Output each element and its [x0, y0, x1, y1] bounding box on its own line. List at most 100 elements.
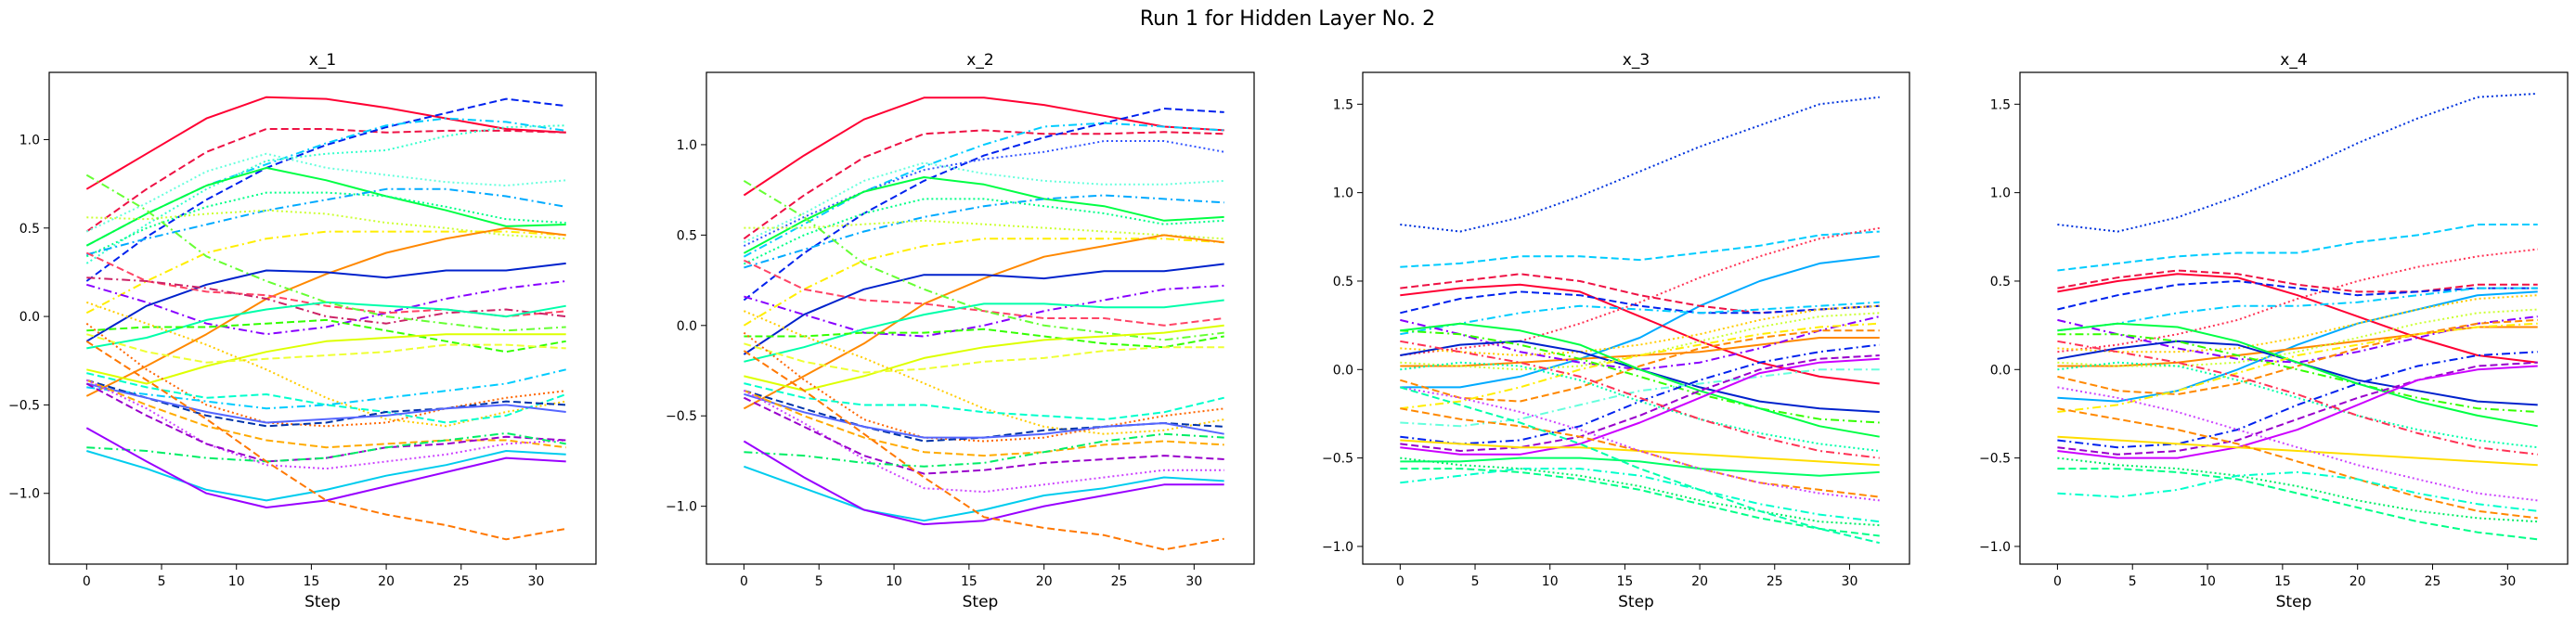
- series-line-24: [1400, 439, 1880, 467]
- series-line-23: [744, 382, 1224, 421]
- x-tick-label: 15: [961, 574, 977, 589]
- y-tick-label: 0.0: [19, 310, 40, 325]
- series-line-4: [1400, 255, 1880, 389]
- y-tick-label: 0.0: [1333, 363, 1353, 378]
- series-line-15: [85, 251, 566, 318]
- y-tick-label: 1.5: [1990, 97, 2011, 112]
- series-line-2: [2057, 224, 2538, 272]
- x-tick-label: 30: [528, 574, 545, 589]
- subplot-2: x_2 0 5 10 15 20 25 30 −1.0 −0.5 0.0 0.5 1.0 Step: [666, 51, 1255, 611]
- figure-suptitle: Run 1 for Hidden Layer No. 2: [1140, 7, 1435, 31]
- series-group: [743, 96, 1224, 551]
- series-line-20: [86, 333, 566, 385]
- series-line-8: [2057, 290, 2538, 403]
- series-line-20: [744, 342, 1224, 374]
- series-line-26: [86, 379, 566, 428]
- series-line-20: [1400, 343, 1880, 445]
- series-line-27: [2057, 468, 2538, 541]
- series-line-6: [85, 152, 566, 233]
- series-line-14: [1400, 329, 1880, 403]
- x-axis-label: Step: [963, 593, 999, 611]
- series-line-31: [743, 440, 1224, 526]
- series-line-21: [2057, 365, 2538, 459]
- series-line-33: [85, 427, 566, 508]
- series-line-13: [2057, 308, 2538, 367]
- series-line-8: [85, 191, 566, 258]
- series-line-6: [743, 161, 1224, 244]
- series-line-22: [2057, 340, 2538, 456]
- x-tick-label: 5: [2129, 574, 2137, 589]
- series-line-16: [2057, 322, 2538, 428]
- series-line-8: [743, 198, 1224, 265]
- series-line-28: [85, 379, 566, 449]
- series-line-17: [2057, 322, 2538, 413]
- y-tick-label: −1.0: [1979, 540, 2011, 555]
- series-line-28: [2057, 386, 2538, 502]
- x-tick-label: 20: [378, 574, 395, 589]
- series-line-13: [1400, 312, 1880, 371]
- series-line-23: [1400, 340, 1880, 459]
- y-tick-label: 0.0: [1990, 363, 2011, 378]
- x-tick-label: 0: [83, 574, 91, 589]
- y-tick-label: −0.5: [1322, 452, 1353, 467]
- x-axis-label: Step: [1618, 593, 1654, 611]
- x-tick-label: 25: [453, 574, 470, 589]
- x-tick-label: 15: [2274, 574, 2291, 589]
- series-line-13: [85, 262, 566, 342]
- series-line-5: [2057, 273, 2538, 364]
- series-line-10: [1400, 337, 1880, 367]
- x-tick-label: 20: [2349, 574, 2366, 589]
- x-tick-label: 15: [1616, 574, 1633, 589]
- x-tick-label: 5: [158, 574, 166, 589]
- series-line-27: [1400, 456, 1880, 527]
- x-tick-label: 5: [1471, 574, 1480, 589]
- series-line-29: [85, 379, 566, 470]
- series-line-1: [2057, 92, 2538, 233]
- subplots: x_1 0 5 10 15 20 25 30 −1.0 −0.5 0.0 0.5 1.0 Step x_2 0…: [8, 51, 2569, 611]
- series-line-20: [2057, 361, 2538, 456]
- x-tick-label: 0: [740, 574, 748, 589]
- x-tick-label: 0: [1396, 574, 1405, 589]
- series-line-4: [85, 117, 566, 247]
- series-line-6: [2057, 280, 2538, 311]
- y-tick-label: −1.0: [666, 500, 697, 515]
- series-line-19: [2057, 351, 2538, 449]
- series-line-23: [85, 322, 566, 428]
- series-line-2: [743, 129, 1224, 240]
- series-line-21: [1400, 354, 1880, 452]
- series-line-15: [743, 259, 1224, 327]
- series-line-30: [1400, 468, 1880, 523]
- y-tick-label: 1.0: [1333, 186, 1353, 201]
- series-line-24: [2057, 407, 2538, 520]
- x-tick-label: 25: [1767, 574, 1783, 589]
- y-tick-label: 1.0: [1990, 186, 2011, 201]
- subplot-title: x_1: [309, 51, 336, 70]
- x-tick-label: 0: [2053, 574, 2062, 589]
- subplot-4: x_4 0 5 10 15 20 25 30 −1.0 −0.5 0.0 0.5 1.0 1.5 Step: [1979, 51, 2569, 611]
- series-line-4: [2057, 269, 2538, 293]
- x-tick-label: 30: [2499, 574, 2516, 589]
- series-line-15: [2057, 333, 2538, 413]
- series-line-2: [85, 128, 566, 233]
- y-tick-label: 1.0: [19, 133, 40, 148]
- y-tick-label: 0.0: [677, 319, 697, 334]
- series-line-11: [85, 230, 566, 315]
- series-line-28: [743, 396, 1224, 475]
- subplot-title: x_2: [966, 51, 993, 70]
- series-line-3: [2057, 248, 2538, 353]
- series-line-10: [744, 219, 1224, 240]
- series-line-22: [743, 331, 1224, 443]
- series-line-32: [86, 450, 566, 502]
- series-line-11: [1400, 315, 1880, 371]
- series-line-16: [1400, 322, 1880, 438]
- x-tick-label: 30: [1842, 574, 1858, 589]
- series-group: [1400, 96, 1880, 545]
- series-line-25: [2057, 456, 2538, 523]
- series-line-21: [744, 310, 1224, 435]
- series-line-9: [1400, 304, 1880, 356]
- x-tick-label: 5: [815, 574, 823, 589]
- series-line-7: [85, 166, 566, 247]
- y-tick-label: 0.5: [19, 222, 40, 237]
- series-line-26: [744, 389, 1224, 457]
- series-line-28: [1400, 386, 1880, 502]
